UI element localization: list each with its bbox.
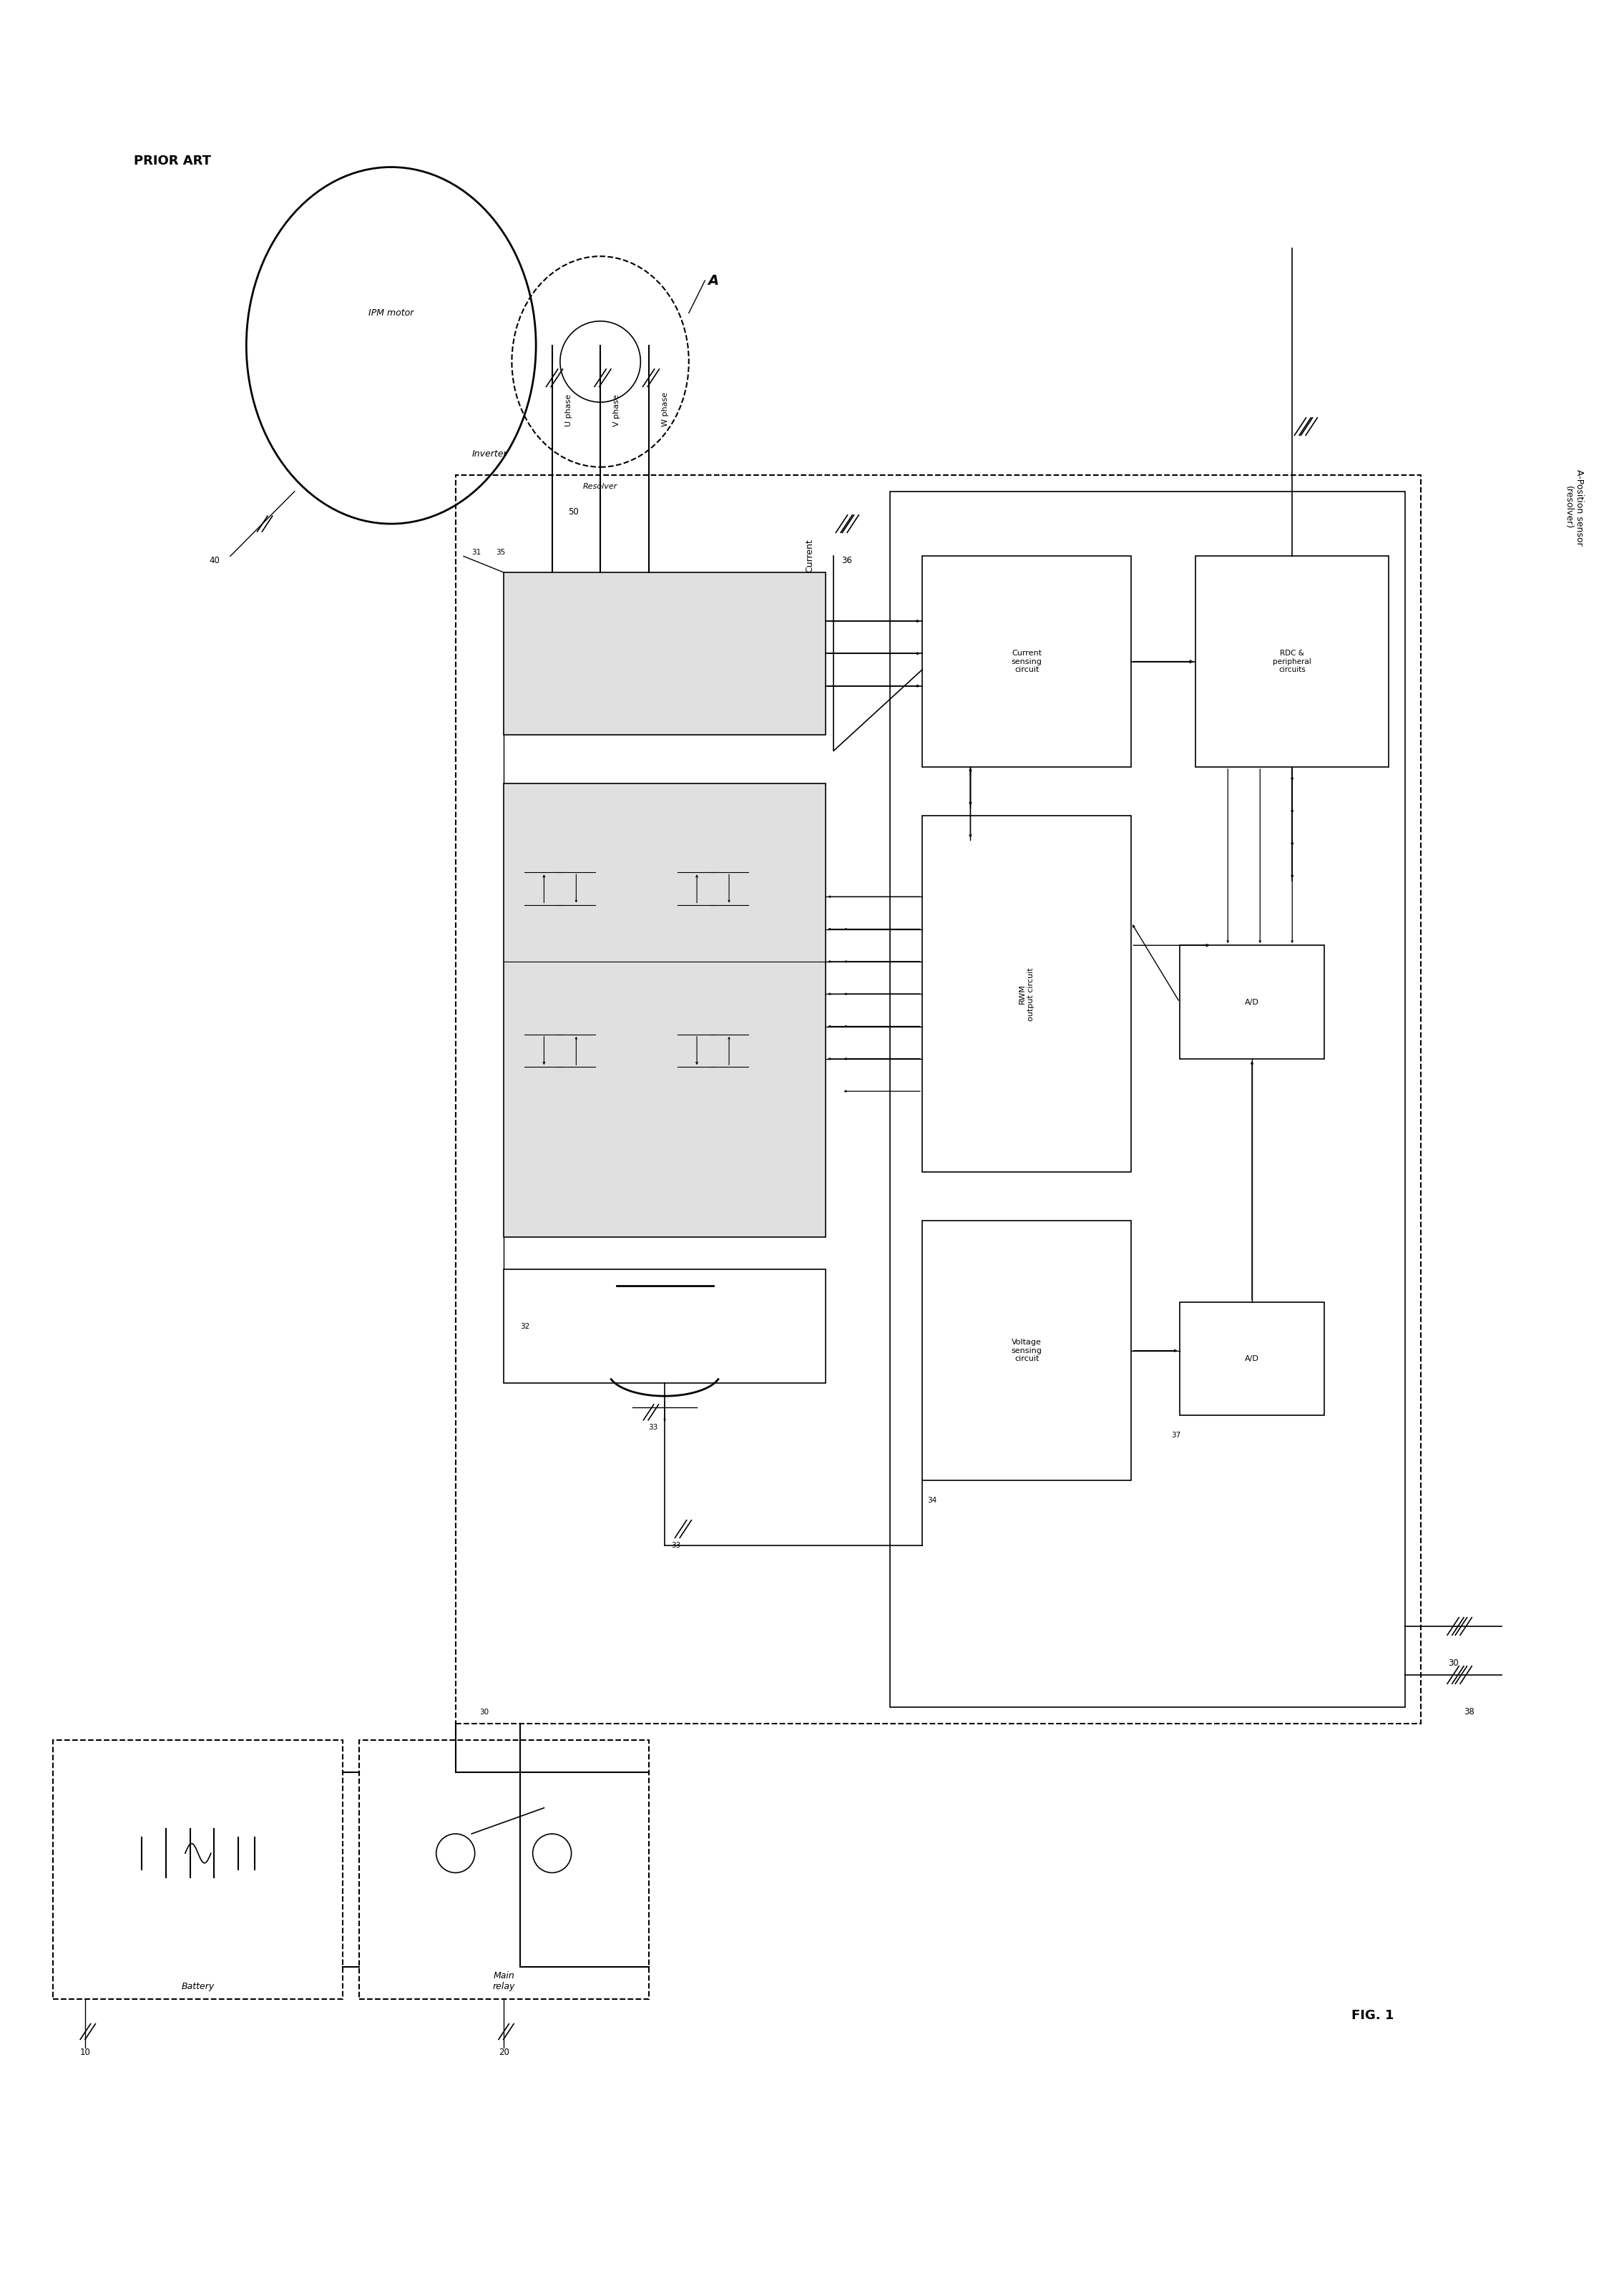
- Circle shape: [659, 606, 670, 618]
- Text: 30: 30: [479, 1708, 489, 1715]
- Bar: [1180, 1302, 1324, 1417]
- Circle shape: [578, 647, 589, 659]
- Text: Resolver: Resolver: [583, 482, 617, 491]
- Text: RWM
output circuit: RWM output circuit: [1018, 967, 1035, 1022]
- Text: FIG. 1: FIG. 1: [1352, 2009, 1394, 2023]
- Bar: [455, 475, 1421, 1724]
- Text: V phase: V phase: [614, 395, 620, 427]
- Text: Current: Current: [805, 540, 814, 572]
- Bar: [923, 556, 1132, 767]
- Text: 31: 31: [471, 549, 481, 556]
- Bar: [504, 1270, 826, 1382]
- Text: IPM motor: IPM motor: [369, 308, 414, 317]
- Bar: [1180, 946, 1324, 1058]
- Bar: [923, 1221, 1132, 1481]
- Bar: [1196, 556, 1389, 767]
- Text: 40: 40: [209, 556, 220, 565]
- Text: 38: 38: [1464, 1708, 1475, 1717]
- Text: PRIOR ART: PRIOR ART: [134, 154, 210, 168]
- Text: A-Position sensor
(resolver): A-Position sensor (resolver): [1564, 468, 1583, 546]
- Bar: [53, 1740, 343, 2000]
- Text: 30: 30: [1447, 1658, 1459, 1667]
- Text: Inverter: Inverter: [471, 450, 507, 459]
- Circle shape: [740, 606, 751, 618]
- Text: Main
relay: Main relay: [492, 1970, 515, 1991]
- Circle shape: [740, 689, 751, 700]
- Circle shape: [659, 689, 670, 700]
- Text: 10: 10: [79, 2048, 91, 2057]
- Text: 50: 50: [568, 507, 578, 517]
- Circle shape: [578, 606, 589, 618]
- Bar: [359, 1740, 649, 2000]
- Text: 35: 35: [495, 549, 505, 556]
- Bar: [504, 783, 826, 1238]
- Text: 33: 33: [672, 1541, 680, 1550]
- Circle shape: [578, 689, 589, 700]
- Text: 34: 34: [928, 1497, 936, 1504]
- Text: Current
sensing
circuit: Current sensing circuit: [1012, 650, 1043, 673]
- Bar: [923, 815, 1132, 1173]
- Text: 36: 36: [842, 556, 852, 565]
- Bar: [504, 572, 826, 735]
- Text: 20: 20: [499, 2048, 508, 2057]
- Text: Battery: Battery: [181, 1981, 215, 1991]
- Text: A: A: [708, 273, 719, 287]
- Text: RDC &
peripheral
circuits: RDC & peripheral circuits: [1273, 650, 1311, 673]
- Text: U phase: U phase: [565, 395, 572, 427]
- Text: A/D: A/D: [1245, 1355, 1260, 1362]
- Text: A/D: A/D: [1245, 999, 1260, 1006]
- Text: Voltage
sensing
circuit: Voltage sensing circuit: [1012, 1339, 1043, 1362]
- Text: 37: 37: [1172, 1433, 1180, 1440]
- Bar: [890, 491, 1405, 1708]
- Circle shape: [659, 647, 670, 659]
- Text: 33: 33: [649, 1424, 657, 1430]
- Circle shape: [740, 647, 751, 659]
- Text: 32: 32: [520, 1322, 529, 1329]
- Text: W phase: W phase: [662, 393, 669, 427]
